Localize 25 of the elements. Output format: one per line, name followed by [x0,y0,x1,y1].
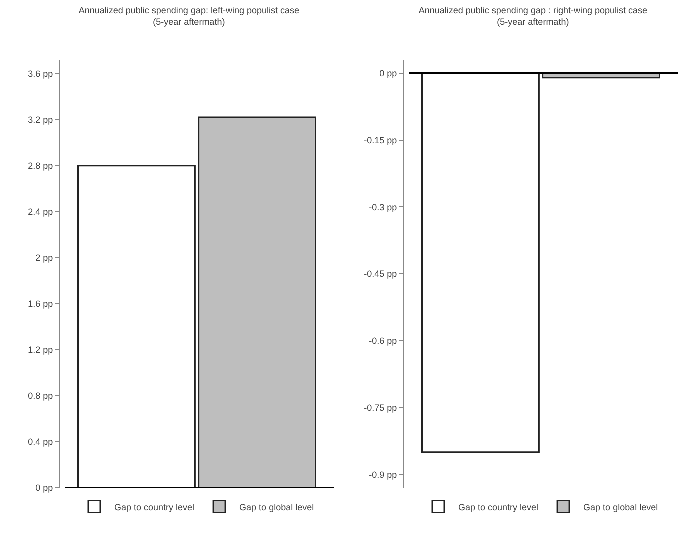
y-tick-label: 2.8 pp [28,161,54,171]
chart-title: Annualized public spending gap : right-wing populist case [418,5,648,16]
y-tick-label: 1.6 pp [28,299,54,310]
y-tick-label: -0.45 pp [364,269,398,280]
y-tick-label: 3.2 pp [28,114,54,125]
y-tick-label: 0 pp [36,483,54,494]
legend-label: Gap to global level [584,502,658,512]
y-tick-label: -0.3 pp [369,202,398,212]
y-tick-label: -0.6 pp [369,336,398,346]
y-tick-label: 3.6 pp [28,68,54,79]
chart-subtitle: (5-year aftermath) [497,17,570,28]
chart-subtitle: (5-year aftermath) [153,17,226,28]
y-tick-label: 2 pp [36,253,54,264]
y-tick-label: 0.8 pp [28,391,54,402]
y-tick-label: -0.9 pp [369,470,398,480]
y-tick-label: -0.15 pp [364,135,398,146]
chart-title: Annualized public spending gap: left-wing populist case [78,5,300,16]
legend-label: Gap to global level [240,502,314,512]
y-tick-label: 0 pp [380,68,398,79]
y-tick-label: -0.75 pp [364,402,398,413]
legend-label: Gap to country level [114,502,195,512]
legend-label: Gap to country level [458,502,539,512]
y-tick-label: 0.4 pp [28,437,54,448]
y-tick-label: 2.4 pp [28,207,54,218]
y-tick-label: 1.2 pp [28,345,54,356]
